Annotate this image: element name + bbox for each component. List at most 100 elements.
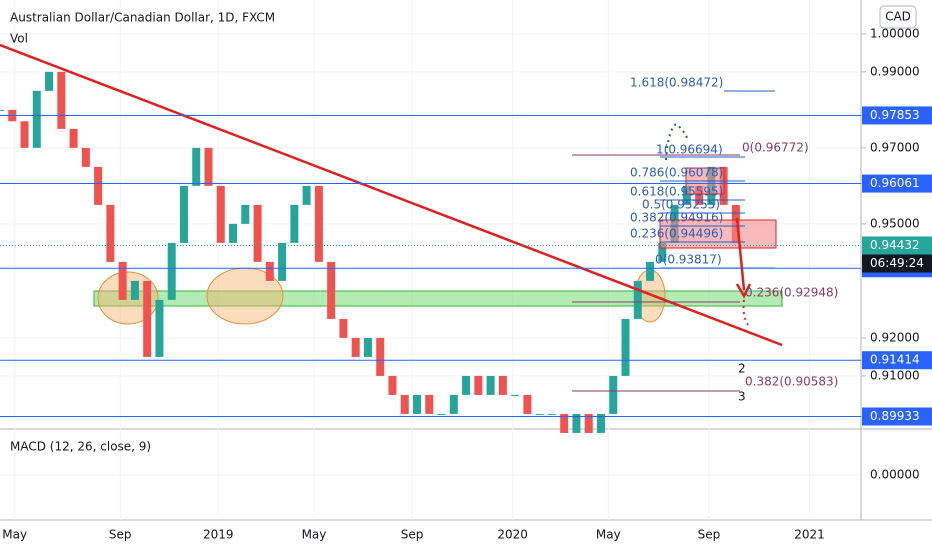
candle [290, 204, 299, 243]
candle [216, 185, 225, 243]
candle [20, 121, 29, 148]
candle [658, 242, 667, 262]
chart-title: Australian Dollar/Canadian Dollar, 1D, F… [10, 11, 275, 25]
candle [45, 71, 54, 91]
candle [437, 413, 446, 415]
x-tick-label: May [2, 528, 27, 542]
candle [584, 413, 593, 433]
candle [118, 261, 127, 300]
candle [179, 185, 188, 243]
annotation: 0.236(0.94496) [630, 227, 723, 241]
candle [204, 147, 213, 186]
annotation: 0(0.96772) [742, 141, 809, 155]
candle [327, 261, 336, 319]
candle [462, 375, 471, 395]
macd-title: MACD (12, 26, close, 9) [10, 440, 151, 454]
candle [511, 394, 520, 396]
candle [486, 375, 495, 395]
level-label-box [862, 174, 932, 193]
last-price-box [862, 236, 932, 255]
countdown: 06:49:24 [870, 256, 924, 270]
annotation: 2 [738, 362, 746, 376]
candle [400, 394, 409, 414]
y-tick-label: 0.99000 [870, 64, 920, 78]
fib-labels: 1.618(0.98472) 1(0.96694) 0.786(0.96078) 0.… [630, 76, 838, 404]
currency-box[interactable] [879, 5, 917, 29]
candle [0, 109, 4, 111]
candle [94, 166, 103, 205]
level-label: 0.96061 [870, 176, 920, 190]
candle [167, 242, 176, 300]
candle [229, 223, 238, 243]
candle [523, 394, 532, 414]
candle [609, 375, 618, 414]
x-tick-label: 2019 [203, 528, 234, 542]
y-tick-label: 0.97000 [870, 140, 920, 154]
candle [278, 242, 287, 281]
x-tick-label: Sep [698, 528, 721, 542]
x-tick-label: May [596, 528, 621, 542]
y-tick-label: 0.91000 [870, 368, 920, 382]
level-label: 0.91414 [870, 353, 920, 367]
candle [130, 280, 139, 300]
candle [351, 337, 360, 357]
candle [474, 375, 483, 395]
x-tick-label: 2020 [497, 528, 528, 542]
highlight [97, 271, 159, 325]
currency[interactable]: CAD [885, 10, 911, 24]
candle [535, 413, 544, 415]
annotation: 0.5(0.95255) [642, 198, 720, 212]
candle [388, 375, 397, 395]
level-label: 0.89933 [870, 409, 920, 423]
level-label-box [862, 106, 932, 125]
candle [241, 204, 250, 224]
annotation: 3 [738, 390, 746, 404]
y-tick-label: 0.95000 [870, 216, 920, 230]
y-tick-label: 0.92000 [870, 330, 920, 344]
annotation: 0.786(0.96078) [630, 166, 723, 180]
annotation: 0.382(0.90583) [745, 375, 838, 389]
macd-tick-label: 0.00000 [870, 468, 920, 482]
candle [339, 318, 348, 338]
y-tick-label: 1.00000 [870, 26, 920, 40]
candle [682, 185, 691, 205]
candle [143, 280, 152, 357]
countdown-box [862, 254, 932, 273]
candle [69, 128, 78, 148]
level-label-box [862, 407, 932, 426]
annotation: 0.236(0.92948) [745, 286, 838, 300]
annotation: 1(0.96694) [656, 143, 723, 157]
annotation: 0.618(0.95595) [630, 185, 723, 199]
support-zone [93, 290, 783, 307]
dotted-path [742, 299, 749, 326]
candle [192, 147, 201, 186]
candle [449, 394, 458, 414]
candle [81, 147, 90, 167]
candle [547, 413, 556, 415]
candle [425, 394, 434, 414]
annotation: 0.382(0.94916) [630, 211, 723, 225]
candle [253, 204, 262, 262]
candle [596, 413, 605, 433]
annotation: 0(0.93817) [655, 253, 722, 267]
x-tick-label: 2021 [794, 528, 825, 542]
annotation: 1.618(0.98472) [630, 76, 723, 90]
candle [560, 413, 569, 433]
x-tick-label: Sep [401, 528, 424, 542]
level-label: 0.97853 [870, 108, 920, 122]
candle [633, 280, 642, 319]
trend-line [0, 43, 783, 347]
last-price-label: 0.94432 [870, 238, 920, 252]
level-label-box [862, 351, 932, 370]
x-tick-label: May [302, 528, 327, 542]
candle [646, 261, 655, 281]
candle [498, 375, 507, 395]
volume-label: Vol [10, 32, 28, 46]
candle [621, 318, 630, 376]
candle [363, 337, 372, 357]
candle [265, 261, 274, 281]
candle [695, 185, 704, 205]
candle [572, 413, 581, 433]
